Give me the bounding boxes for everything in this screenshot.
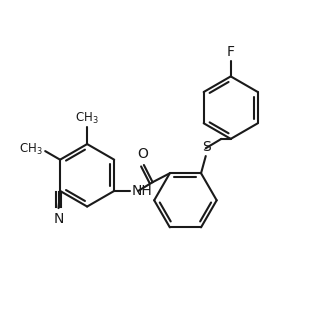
Text: S: S — [202, 140, 211, 153]
Text: CH$_3$: CH$_3$ — [75, 111, 99, 126]
Text: N: N — [53, 212, 64, 226]
Text: O: O — [137, 147, 148, 161]
Text: NH: NH — [132, 184, 153, 198]
Text: F: F — [227, 45, 235, 59]
Text: CH$_3$: CH$_3$ — [19, 142, 43, 157]
